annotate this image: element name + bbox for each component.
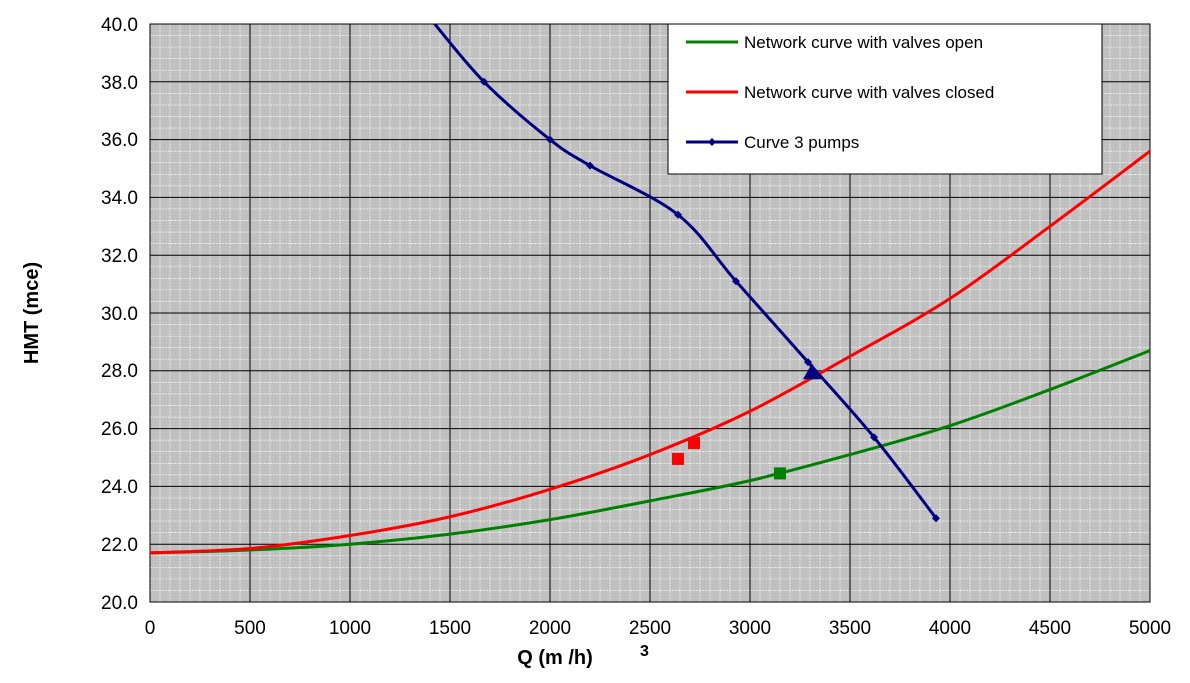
x-axis-title: Q (m /h): [517, 647, 593, 669]
series-layer: [150, 14, 1150, 555]
legend-label-valves-open: Network curve with valves open: [744, 33, 983, 52]
plot-border: [149, 23, 1151, 603]
y-tick-label: 28.0: [101, 361, 138, 382]
x-tick-label: 2000: [529, 618, 571, 639]
x-tick-label: 3000: [729, 618, 771, 639]
series-point-3-pumps: [732, 277, 740, 286]
x-tick-label: 1500: [429, 618, 471, 639]
x-axis-title-superscript: 3: [640, 643, 649, 660]
x-tick-label: 4000: [929, 618, 971, 639]
series-line-valves-closed: [150, 149, 1150, 555]
y-tick-label: 30.0: [101, 304, 138, 325]
series-point-3-pumps: [480, 77, 488, 86]
series-line-valves-open: [150, 349, 1150, 555]
series-point-3-pumps: [426, 14, 434, 22]
x-axis-tick-labels: 0 500 1000 1500 2000 2500 3000 3500 4000…: [145, 618, 1171, 639]
x-tick-label: 5000: [1129, 618, 1171, 639]
y-tick-label: 38.0: [101, 73, 138, 94]
highlight-points: [672, 363, 821, 480]
y-axis-title: HMT (mce): [21, 262, 43, 364]
series-point-3-pumps: [870, 433, 878, 442]
operating-point-triangle: [803, 363, 821, 380]
y-tick-label: 22.0: [101, 535, 138, 556]
x-tick-label: 1000: [329, 618, 371, 639]
series-line-3-pumps: [432, 24, 938, 520]
x-tick-label: 3500: [829, 618, 871, 639]
series-point-3-pumps: [674, 210, 682, 219]
operating-point-square: [672, 452, 684, 465]
series-point-3-pumps: [804, 358, 812, 367]
legend-label-3-pumps: Curve 3 pumps: [744, 133, 859, 152]
x-tick-label: 500: [234, 618, 266, 639]
y-tick-label: 40.0: [101, 15, 138, 36]
x-tick-label: 4500: [1029, 618, 1071, 639]
y-tick-label: 36.0: [101, 130, 138, 151]
legend-box: [667, 23, 1103, 175]
legend-label-valves-closed: Network curve with valves closed: [744, 83, 994, 102]
y-tick-label: 32.0: [101, 246, 138, 267]
y-tick-label: 34.0: [101, 188, 138, 209]
operating-point-square: [774, 467, 786, 480]
y-tick-label: 26.0: [101, 419, 138, 440]
series-point-3-pumps: [932, 514, 940, 523]
y-tick-label: 20.0: [101, 593, 138, 614]
x-tick-label: 0: [145, 618, 156, 639]
series-point-3-pumps: [586, 161, 594, 170]
x-tick-label: 2500: [629, 618, 671, 639]
legend-marker-3-pumps: [708, 138, 716, 146]
legend: Network curve with valves open Network c…: [667, 23, 1103, 175]
series-point-3-pumps: [546, 135, 554, 144]
operating-point-square: [688, 437, 700, 450]
y-tick-label: 24.0: [101, 477, 138, 498]
x-axis-title-group: Q (m /h) 3: [517, 643, 649, 669]
y-axis-tick-labels: 20.0 22.0 24.0 26.0 28.0 30.0 32.0 34.0 …: [101, 15, 138, 614]
